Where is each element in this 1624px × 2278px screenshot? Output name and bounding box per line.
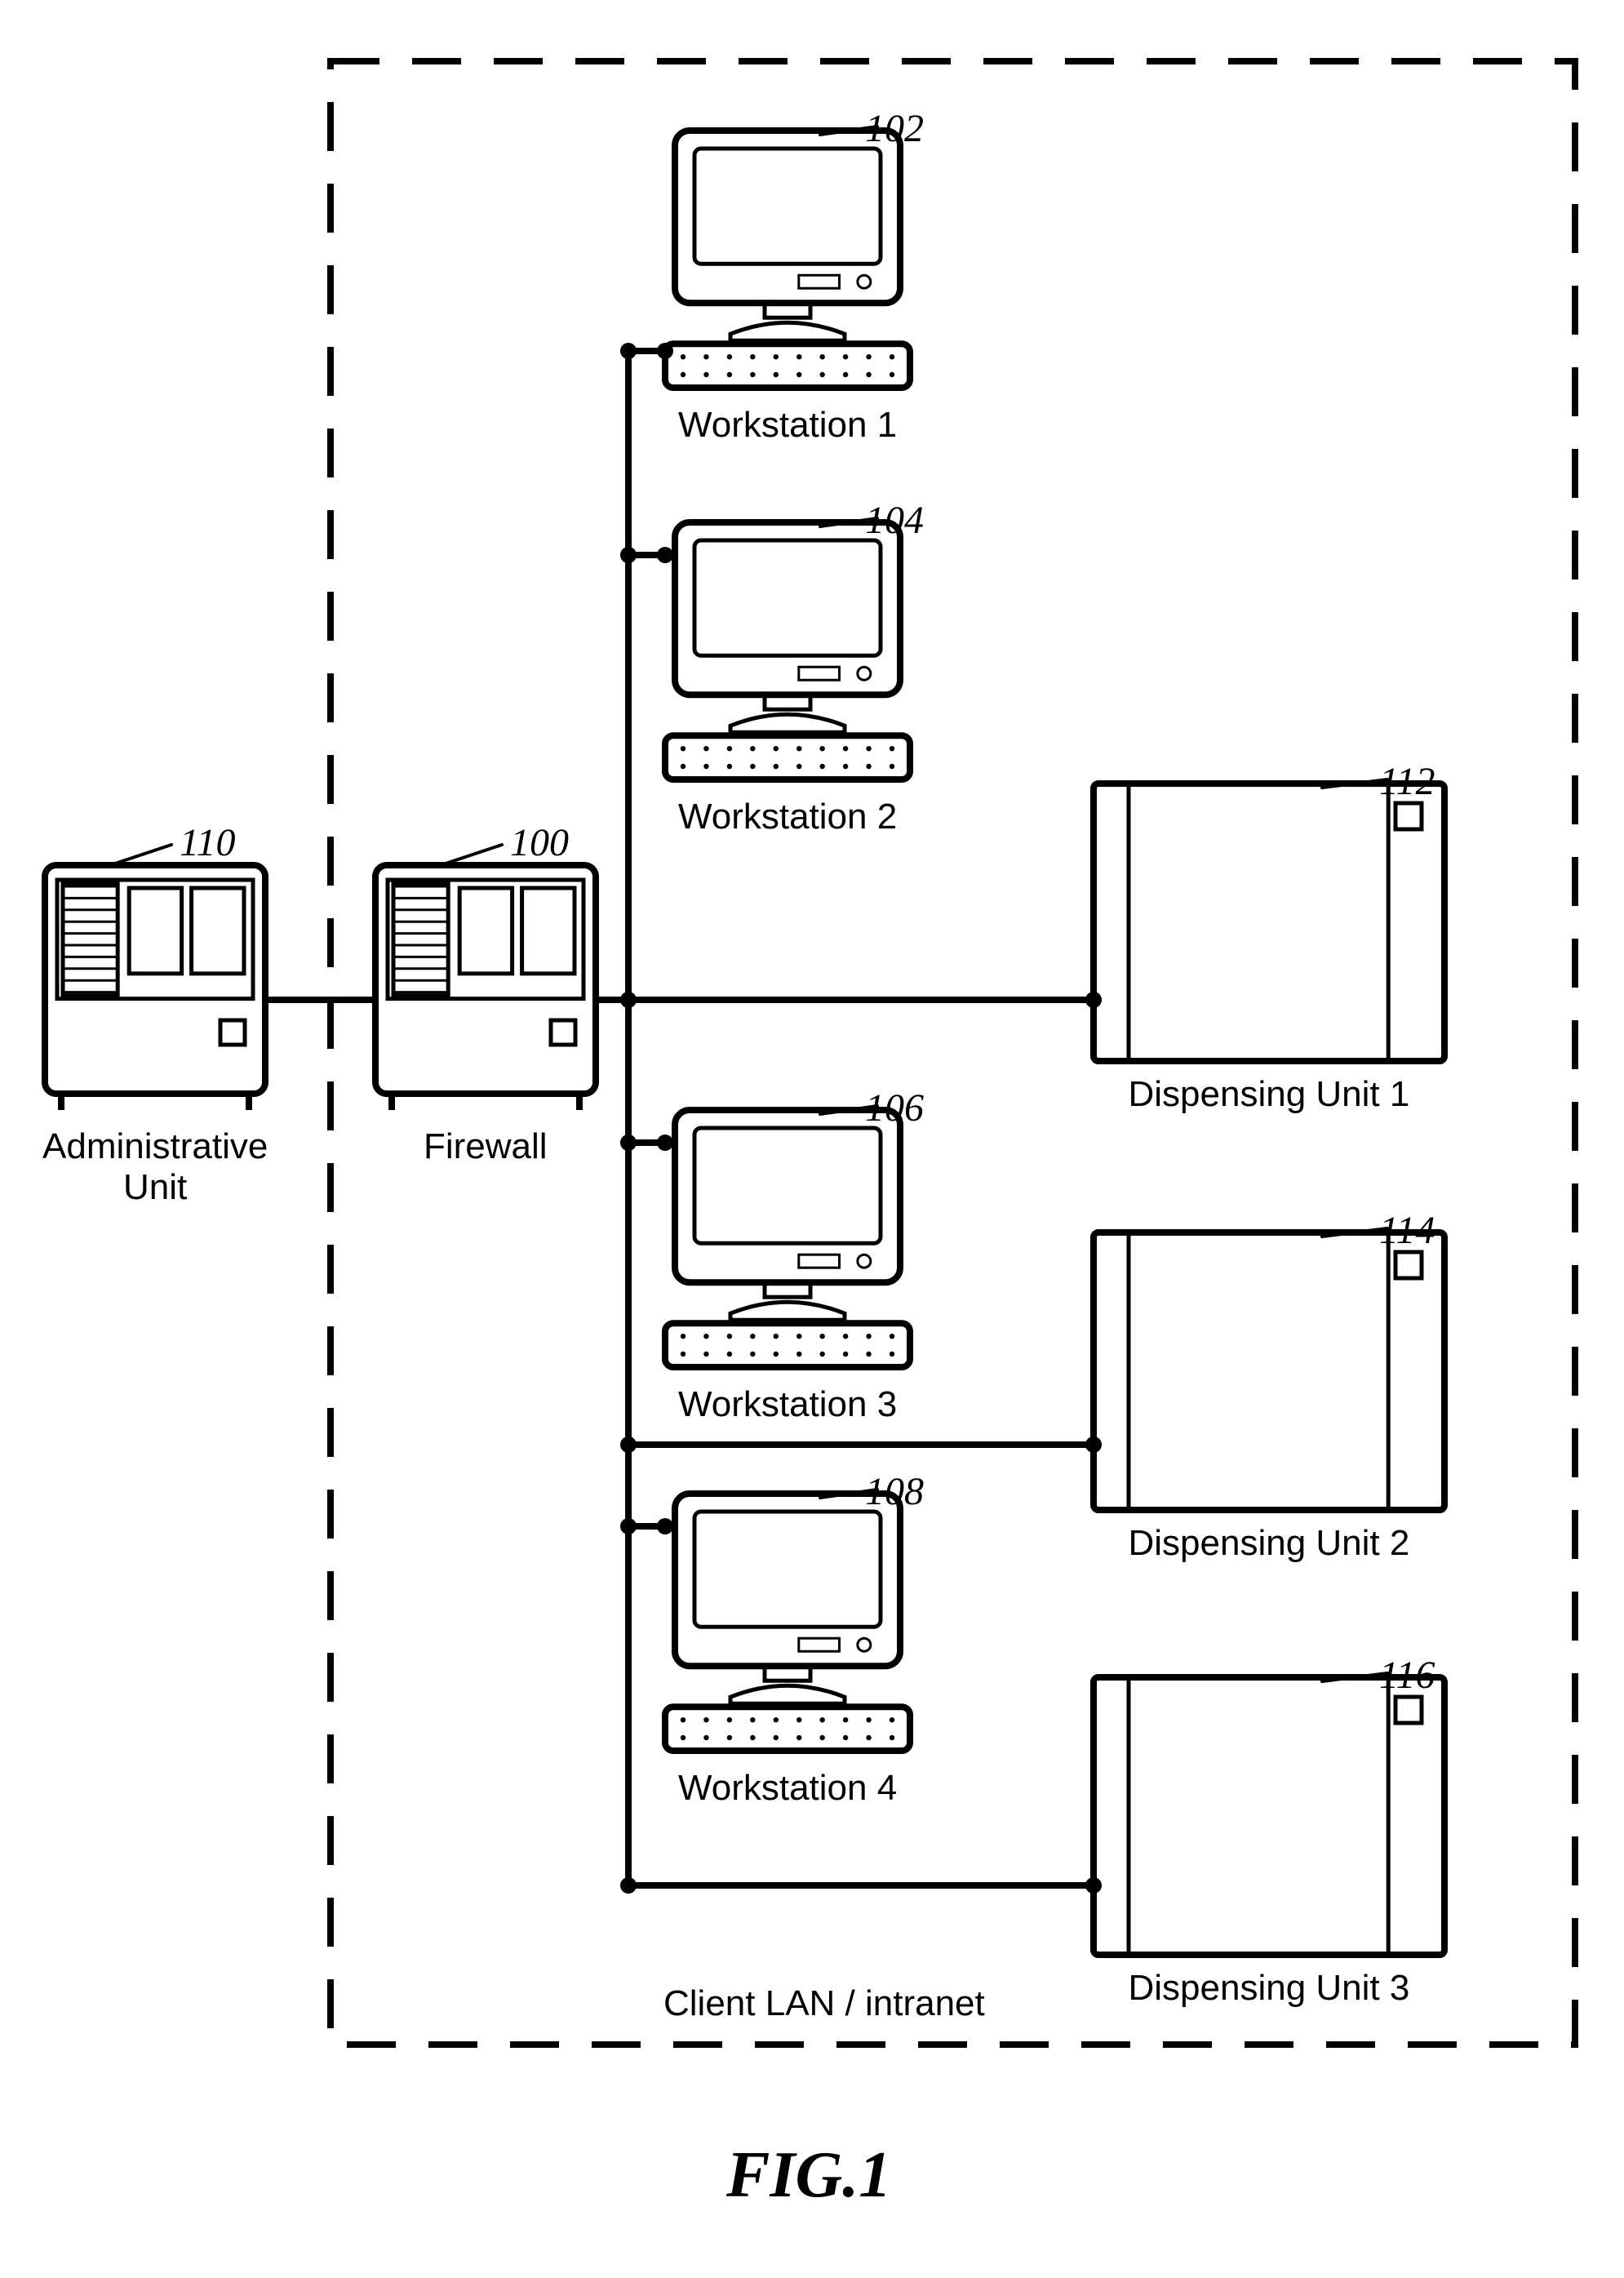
workstation-ws2: [665, 522, 910, 779]
label-ws3: Workstation 3: [678, 1384, 897, 1425]
ref-ws3: 106: [865, 1086, 924, 1130]
ref-ws2: 104: [865, 498, 924, 543]
label-ws2: Workstation 2: [678, 797, 897, 837]
workstation-ws1: [665, 131, 910, 388]
firewall-unit: [375, 865, 596, 1110]
figure-caption: FIG.1: [726, 2138, 891, 2213]
label-panel: Client LAN / intranet: [663, 1983, 985, 2024]
ref-firewall: 100: [510, 820, 569, 865]
dispensing-du2: [1094, 1232, 1444, 1510]
dispensing-du3: [1094, 1677, 1444, 1955]
label-firewall: Firewall: [424, 1126, 548, 1167]
dispensing-du1: [1094, 784, 1444, 1061]
administrative-unit: [45, 865, 265, 1110]
label-du3: Dispensing Unit 3: [1129, 1968, 1410, 2009]
ref-du2: 114: [1379, 1208, 1435, 1253]
label-du2: Dispensing Unit 2: [1129, 1523, 1410, 1564]
ref-admin: 110: [180, 820, 235, 865]
label-du1: Dispensing Unit 1: [1129, 1074, 1410, 1115]
label-ws4: Workstation 4: [678, 1768, 897, 1809]
label-admin: Administrative Unit: [42, 1126, 268, 1208]
workstation-ws4: [665, 1494, 910, 1751]
workstation-ws3: [665, 1110, 910, 1367]
ref-du1: 112: [1379, 759, 1435, 804]
ref-ws4: 108: [865, 1469, 924, 1514]
label-ws1: Workstation 1: [678, 405, 897, 446]
ref-ws1: 102: [865, 106, 924, 151]
ref-du3: 116: [1379, 1653, 1435, 1698]
